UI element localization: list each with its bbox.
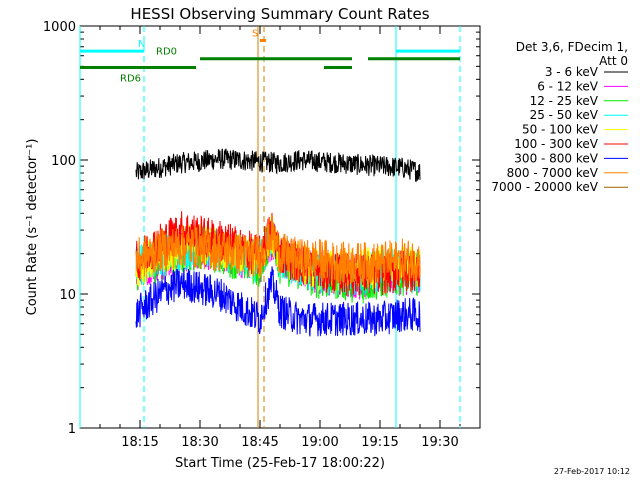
data-series-group (135, 148, 421, 337)
legend-entry-label: 25 - 50 keV (530, 108, 599, 122)
legend-entry-label: 50 - 100 keV (522, 123, 599, 137)
x-tick-label: 19:15 (361, 435, 398, 450)
legend-entry-label: 800 - 7000 keV (507, 166, 599, 180)
series-line-3-6keV (135, 148, 421, 183)
x-tick-label: 18:15 (121, 435, 158, 450)
series-line-300-800keV (135, 266, 421, 337)
legend-entry-label: 100 - 300 keV (514, 137, 598, 151)
x-tick-label: 18:30 (181, 435, 218, 450)
legend-entry-label: 300 - 800 keV (514, 151, 598, 165)
y-tick-label: 10 (59, 288, 76, 303)
y-tick-label: 100 (51, 154, 76, 169)
footer-timestamp: 27-Feb-2017 10:12 (553, 467, 630, 476)
x-tick-label: 19:00 (301, 435, 338, 450)
series-line-800-7000keV (135, 213, 421, 285)
x-axis-label: Start Time (25-Feb-17 18:00:22) (175, 456, 385, 471)
y-tick-label: 1 (68, 422, 76, 437)
legend-header-line-1: Det 3,6, FDecim 1, (515, 40, 628, 54)
status-bar-label: RD0 (156, 47, 177, 58)
status-bar-label: RD6 (120, 74, 141, 85)
legend-entry-label: 7000 - 20000 keV (491, 180, 598, 194)
chart-title: HESSI Observing Summary Count Rates (130, 5, 429, 23)
x-tick-label: 19:30 (421, 435, 458, 450)
legend-header-line-2: Att 0 (599, 54, 628, 68)
y-axis-label: Count Rate (s⁻¹ detector⁻¹) (25, 139, 40, 316)
status-bar-label: N (138, 39, 145, 50)
y-tick-label: 1000 (43, 20, 76, 35)
legend-entry-label: 3 - 6 keV (545, 65, 599, 79)
plot-frame (79, 25, 481, 429)
legend-entry-label: 12 - 25 keV (530, 94, 599, 108)
legend-entry-label: 6 - 12 keV (537, 79, 599, 93)
status-bar-label: S (252, 28, 258, 39)
x-tick-label: 18:45 (241, 435, 278, 450)
